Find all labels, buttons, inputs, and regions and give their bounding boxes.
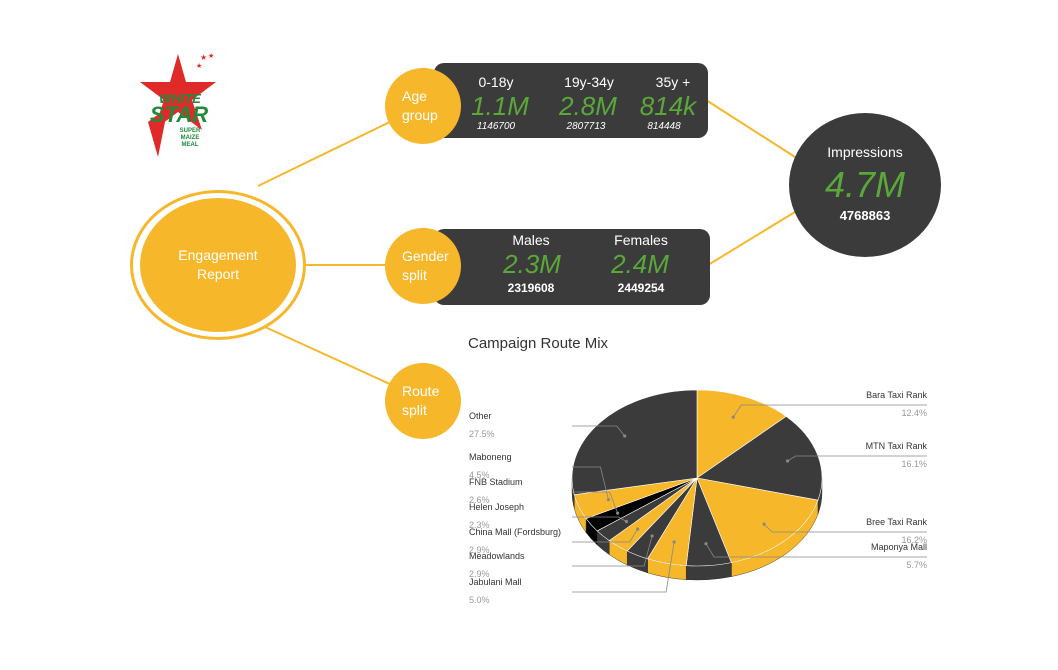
age-col-value: 814k [639, 91, 697, 121]
age-col-value: 2.8M [559, 91, 617, 121]
pie-leader-line [572, 516, 627, 522]
pie-label-pct: 2.3% [469, 520, 490, 530]
pie-leader-line [732, 404, 927, 418]
age-col-label: 35y + [655, 74, 691, 90]
pie-slice [696, 415, 823, 501]
pie-slice [696, 389, 787, 479]
gender-col-value: 2.4M [611, 249, 669, 279]
gender-col-label: Females [614, 232, 668, 248]
pie-label-name: Maponya Mall [871, 542, 927, 552]
chart-title: Campaign Route Mix [468, 335, 609, 352]
pie-leader-dot [636, 527, 640, 531]
logo-line-super: SUPER [179, 128, 201, 134]
pie-label-name: MTN Taxi Rank [866, 441, 928, 451]
logo-line-star: STAR [149, 102, 209, 127]
pie-leader-dot [731, 415, 735, 419]
route-split-node: Route split [385, 363, 461, 439]
pie-leader-line [572, 528, 639, 543]
gender-split-node: Gender split [385, 228, 461, 304]
age-col-exact: 2807713 [566, 121, 606, 132]
pie-leader-dot [762, 522, 766, 526]
age-col-exact: 1146700 [476, 121, 516, 132]
pie-label-pct: 16.1% [901, 459, 927, 469]
pie-label-pct: 4.5% [469, 470, 490, 480]
pie-label-name: Helen Joseph [469, 502, 524, 512]
pie-leader-dot [785, 459, 790, 463]
pie-leader-dot [616, 511, 620, 515]
svg-text:★: ★ [196, 62, 202, 70]
age-group-label: Age group [402, 88, 438, 123]
gender-split-panel [434, 229, 710, 305]
pie-label-name: Jabulani Mall [469, 577, 522, 587]
logo-line-maize: MAIZE [180, 135, 200, 141]
pie-label-name: Bree Taxi Rank [866, 517, 927, 527]
pie-label-name: FNB Stadium [469, 477, 523, 487]
pie-leader-line [572, 466, 609, 500]
age-col-value: 1.1M [471, 91, 529, 121]
impressions-value: 4.7M [824, 164, 906, 205]
white-star-logo: ★ ★ ★ WHITE STAR SUPER MAIZE MEAL [138, 52, 220, 158]
pie-leader-line [572, 541, 675, 593]
pie-leader-line [572, 535, 653, 567]
engagement-report-node: Engagement Report [140, 198, 296, 332]
pie-leader-dot [704, 542, 708, 546]
impressions-title: Impressions [827, 144, 903, 160]
pie-label-pct: 2.9% [469, 569, 490, 579]
logo-line-white: WHITE [159, 91, 201, 106]
gender-col-value: 2.3M [503, 249, 561, 279]
pie-leader-dot [672, 540, 676, 544]
route-split-label: Route split [402, 383, 440, 418]
gender-col-label: Males [512, 232, 550, 248]
pie-slice [696, 477, 819, 563]
gender-split-label: Gender split [402, 248, 449, 283]
pie-leader-line [705, 543, 927, 558]
gender-col-exact: 2319608 [507, 281, 555, 295]
pie-label-pct: 27.5% [469, 429, 495, 439]
pie-leader-line [572, 425, 626, 437]
age-col-label: 19y-34y [564, 74, 614, 90]
pie-label-pct: 12.4% [901, 408, 927, 418]
logo-line-meal: MEAL [181, 142, 199, 148]
pie-label-pct: 2.6% [469, 495, 490, 505]
pie-leader-dot [650, 534, 654, 538]
pie-label-name: China Mall (Fordsburg) [469, 527, 561, 537]
pie-leader-dot [623, 434, 627, 438]
pie-label-name: Other [469, 411, 492, 421]
pie-label-name: Maboneng [469, 452, 512, 462]
pie-leader-dot [624, 519, 629, 524]
pie-leader-line [787, 455, 927, 462]
pie-label-pct: 2.9% [469, 545, 490, 555]
pie-leader-line [572, 491, 619, 514]
impressions-exact: 4768863 [839, 208, 891, 223]
svg-text:★: ★ [200, 53, 207, 62]
pie-label-pct: 16.2% [901, 535, 927, 545]
age-group-panel [434, 63, 708, 138]
pie-label-pct: 5.7% [906, 560, 927, 570]
impressions-node [789, 113, 941, 257]
pie-leader-dot [606, 498, 611, 502]
pie-slice [571, 389, 698, 495]
pie-label-pct: 5.0% [469, 595, 490, 605]
pie-leader-line [763, 523, 927, 533]
svg-text:★: ★ [208, 52, 214, 60]
age-col-exact: 814448 [647, 121, 681, 132]
engagement-report-label: Engagement Report [178, 247, 258, 282]
pie-label-name: Bara Taxi Rank [866, 390, 927, 400]
gender-col-exact: 2449254 [617, 281, 665, 295]
age-group-node: Age group [385, 68, 461, 144]
pie-label-name: Meadowlands [469, 551, 525, 561]
age-col-label: 0-18y [478, 74, 514, 90]
